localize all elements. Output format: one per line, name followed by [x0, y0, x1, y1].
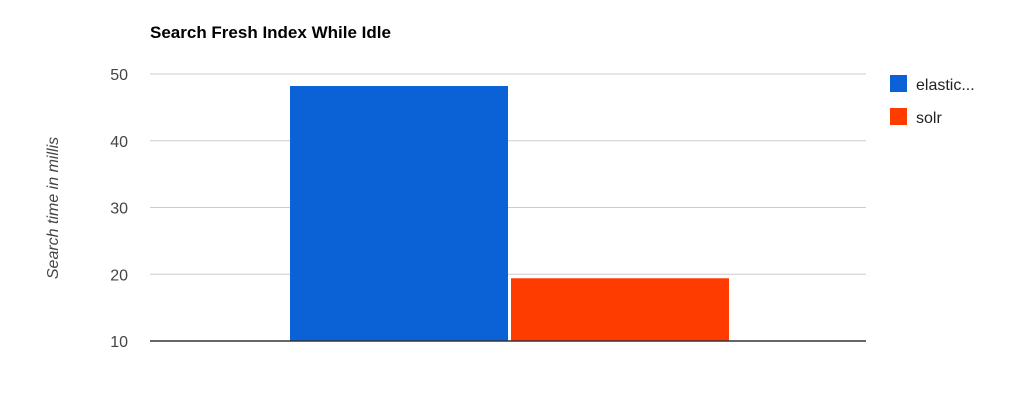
bar-elastic [290, 86, 508, 341]
y-axis-label: Search time in millis [45, 137, 62, 279]
legend-swatch-elastic [890, 75, 907, 92]
y-tick-label: 50 [110, 67, 128, 84]
bar-solr [511, 278, 729, 341]
legend-item-solr: solr [890, 108, 942, 127]
chart-title: Search Fresh Index While Idle [150, 23, 391, 42]
y-axis-ticks: 10 20 30 40 50 [110, 67, 128, 351]
legend-swatch-solr [890, 108, 907, 125]
legend-label-elastic: elastic... [916, 77, 975, 94]
legend-label-solr: solr [916, 110, 942, 127]
y-tick-label: 10 [110, 334, 128, 351]
legend-item-elastic: elastic... [890, 75, 975, 94]
y-tick-label: 30 [110, 201, 128, 218]
legend: elastic... solr [890, 75, 975, 127]
bars [290, 86, 729, 341]
y-tick-label: 40 [110, 134, 128, 151]
y-tick-label: 20 [110, 267, 128, 284]
